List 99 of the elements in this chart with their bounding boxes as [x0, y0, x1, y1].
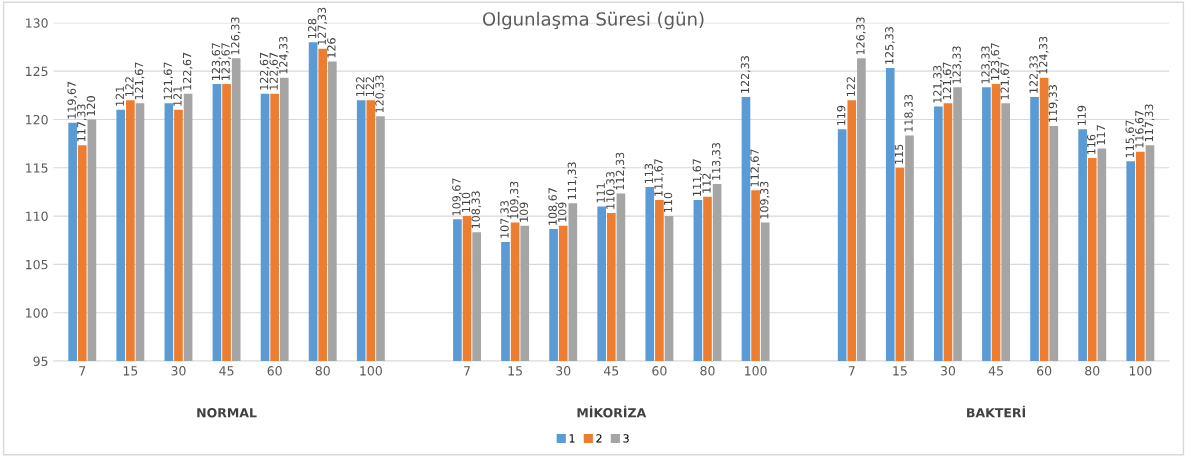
data-label: 121 [173, 86, 182, 106]
data-label: 110 [461, 192, 471, 212]
data-label: 107,33 [500, 201, 510, 238]
legend-label: 1 [569, 434, 575, 443]
data-label: 126,33 [856, 17, 866, 55]
data-label: 121,67 [1000, 62, 1011, 100]
data-label: 122,67 [182, 52, 193, 90]
data-label: 113,33 [711, 143, 722, 180]
x-tick-label: 30 [171, 366, 186, 376]
data-label: 109 [519, 202, 528, 222]
x-tick-label: 60 [1037, 366, 1052, 376]
data-label: 110 [663, 192, 673, 212]
data-label: 119 [1077, 105, 1086, 126]
data-label: 121,67 [163, 62, 174, 100]
x-tick-label: 100 [1129, 366, 1152, 376]
data-label: 122 [846, 77, 855, 97]
y-tick-label: 105 [26, 259, 48, 270]
data-label: 124,33 [1038, 36, 1049, 74]
data-label: 122,67 [269, 52, 279, 90]
data-label: 111,33 [567, 162, 578, 200]
x-tick-label: 15 [123, 366, 138, 376]
data-label: 121,67 [942, 62, 953, 100]
data-label: 122,33 [740, 56, 751, 93]
y-tick-label: 115 [26, 163, 48, 173]
data-label: 126,33 [230, 17, 241, 55]
data-label: 119,33 [1048, 85, 1059, 122]
data-label: 124,33 [279, 36, 289, 74]
x-tick-label: 100 [360, 366, 382, 376]
data-label: 118,33 [904, 94, 914, 132]
data-label: 111,67 [654, 159, 664, 196]
data-label: 110,33 [606, 172, 616, 209]
legend-label: 2 [596, 434, 602, 443]
data-label: 120,33 [375, 75, 385, 113]
data-label: 117,33 [77, 104, 87, 142]
x-tick-label: 7 [79, 366, 86, 376]
x-tick-label: 30 [940, 366, 956, 376]
data-label: 123,33 [952, 46, 962, 84]
x-tick-label: 45 [603, 366, 619, 376]
data-label: 112,67 [750, 149, 760, 187]
data-label: 111 [596, 183, 605, 203]
data-label: 126 [327, 38, 336, 58]
y-tick-label: 100 [26, 308, 48, 318]
text: NORMAL [197, 407, 257, 418]
data-label: 119,67 [67, 81, 78, 119]
y-tick-label: 125 [26, 66, 48, 77]
data-label: 121 [115, 86, 124, 106]
x-tick-label: 45 [988, 366, 1003, 376]
data-label: 116,67 [1135, 110, 1145, 148]
data-label: 113 [644, 163, 653, 183]
data-label: 117,33 [1144, 104, 1155, 142]
data-label: 123,67 [211, 43, 222, 80]
data-label: 111,67 [692, 159, 703, 196]
y-tick-label: 130 [26, 18, 48, 28]
y-tick-label: 95 [33, 356, 48, 366]
data-label: 123,33 [981, 46, 991, 84]
data-label: 122,33 [1029, 56, 1039, 93]
x-tick-label: 80 [700, 366, 715, 376]
data-label: 127,33 [317, 7, 328, 45]
data-label: 109,67 [452, 178, 462, 216]
chart-title: Olgunlaşma Süresi (gün) [482, 11, 704, 30]
data-label: 115 [894, 144, 904, 164]
data-label: 109 [558, 202, 567, 222]
x-tick-label: 80 [1085, 366, 1100, 376]
y-tick-label: 120 [26, 114, 48, 125]
data-label: 117 [1096, 125, 1105, 145]
y-tick-label: 110 [26, 211, 48, 222]
data-label: 122 [125, 77, 134, 97]
x-tick-label: 80 [315, 366, 330, 376]
x-tick-label: 30 [556, 366, 571, 376]
data-label: 121,67 [134, 62, 145, 100]
data-label: 116 [1087, 134, 1096, 154]
data-label: 119 [836, 105, 846, 126]
x-tick-label: 15 [893, 366, 907, 376]
x-tick-label: 7 [464, 366, 470, 376]
text: MİKORİZA [577, 405, 647, 418]
legend-label: 3 [623, 434, 629, 443]
data-label: 112 [702, 173, 711, 193]
x-tick-label: 60 [267, 366, 282, 376]
data-label: 120 [86, 96, 96, 116]
data-label: 122 [365, 77, 374, 97]
data-label: 112,33 [615, 152, 626, 190]
x-tick-label: 45 [219, 366, 234, 376]
data-label: 122,67 [259, 52, 270, 90]
data-label: 109,33 [509, 181, 520, 219]
x-tick-label: 7 [848, 366, 855, 376]
data-label: 108,67 [548, 188, 558, 225]
data-label: 121,33 [933, 65, 943, 103]
x-tick-label: 15 [508, 366, 522, 376]
text: BAKTERİ [967, 405, 1026, 418]
data-label: 128 [307, 18, 317, 39]
data-label: 115,67 [1125, 120, 1136, 158]
data-label: 108,33 [471, 191, 481, 229]
data-label: 123,67 [990, 43, 1001, 80]
data-label: 109,33 [760, 181, 770, 219]
data-label: 125,33 [885, 27, 895, 64]
x-tick-label: 60 [652, 366, 667, 376]
data-label: 123,67 [221, 43, 231, 80]
x-tick-label: 100 [745, 366, 767, 376]
data-label: 122 [356, 77, 365, 97]
